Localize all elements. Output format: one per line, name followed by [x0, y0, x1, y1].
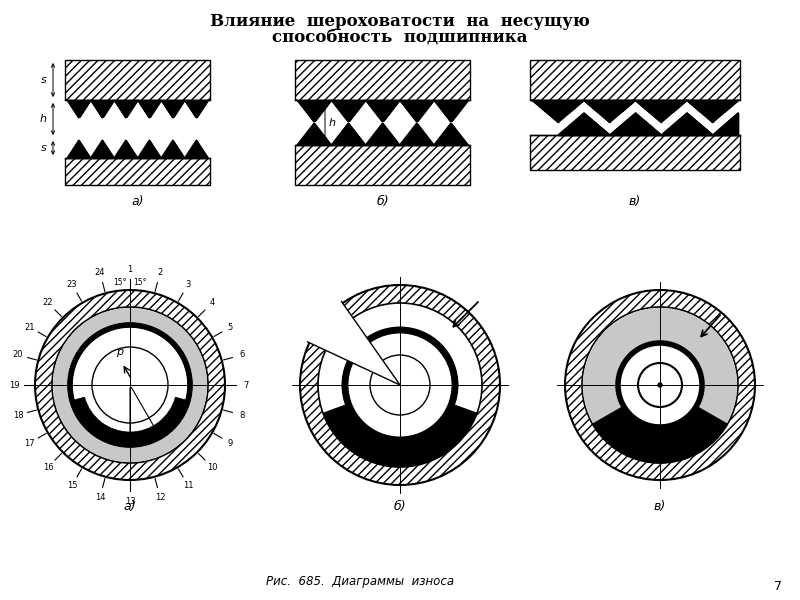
Bar	[65, 60, 210, 100]
Text: p: p	[117, 347, 123, 357]
Bar	[67, 118, 208, 140]
Text: 15°: 15°	[114, 278, 126, 287]
Text: 7: 7	[243, 380, 249, 389]
Text: 6: 6	[239, 350, 245, 359]
Text: 15°: 15°	[134, 278, 146, 287]
Bar	[530, 60, 740, 100]
Bar	[530, 135, 740, 170]
Text: 30°: 30°	[142, 425, 157, 433]
Text: h: h	[329, 118, 336, 128]
Circle shape	[345, 330, 455, 440]
Circle shape	[35, 290, 225, 480]
Text: 4: 4	[210, 298, 214, 307]
Circle shape	[582, 307, 738, 463]
Text: 22: 22	[42, 298, 54, 307]
Circle shape	[52, 307, 208, 463]
Text: Рис.  685.  Диаграммы  износа: Рис. 685. Диаграммы износа	[266, 575, 454, 589]
Text: в): в)	[654, 500, 666, 513]
Text: s: s	[42, 75, 47, 85]
Text: 16: 16	[42, 463, 54, 472]
Wedge shape	[71, 397, 189, 446]
Text: 2: 2	[158, 268, 162, 277]
Circle shape	[53, 308, 207, 462]
Bar	[295, 145, 470, 185]
Text: а): а)	[131, 195, 144, 208]
Text: 14: 14	[94, 493, 106, 502]
Text: h: h	[40, 114, 47, 124]
Circle shape	[658, 383, 662, 387]
Circle shape	[370, 355, 430, 415]
Circle shape	[618, 343, 702, 427]
Text: 18: 18	[13, 410, 23, 419]
Text: 15: 15	[66, 481, 78, 490]
Wedge shape	[323, 404, 477, 467]
Text: 30°: 30°	[142, 409, 157, 418]
Circle shape	[70, 325, 190, 445]
Text: 11: 11	[182, 481, 194, 490]
Text: 19: 19	[9, 380, 19, 389]
Circle shape	[583, 308, 737, 462]
Text: б): б)	[376, 195, 389, 208]
Wedge shape	[307, 301, 400, 385]
Text: 24: 24	[94, 268, 106, 277]
Text: 8: 8	[239, 410, 245, 419]
Wedge shape	[593, 407, 727, 463]
Text: 10: 10	[206, 463, 218, 472]
Circle shape	[318, 303, 482, 467]
Text: 23: 23	[66, 280, 78, 289]
Text: 20: 20	[13, 350, 23, 359]
Bar	[297, 122, 468, 123]
Text: 9: 9	[228, 439, 233, 448]
Text: 17: 17	[24, 439, 35, 448]
Circle shape	[565, 290, 755, 480]
Text: 12: 12	[154, 493, 166, 502]
Text: б): б)	[394, 500, 406, 513]
Text: s: s	[42, 143, 47, 153]
Text: 13: 13	[125, 497, 135, 505]
Text: 5: 5	[228, 323, 233, 331]
Text: в): в)	[629, 195, 641, 208]
Bar	[295, 60, 470, 100]
Text: способность  подшипника: способность подшипника	[272, 29, 528, 46]
Text: 21: 21	[24, 323, 34, 331]
Text: Влияние  шероховатости  на  несущую: Влияние шероховатости на несущую	[210, 13, 590, 31]
Bar	[532, 113, 738, 122]
Circle shape	[92, 347, 168, 423]
Text: 3: 3	[186, 280, 190, 289]
Circle shape	[638, 363, 682, 407]
Circle shape	[300, 285, 500, 485]
Text: а): а)	[124, 500, 136, 513]
Text: 7: 7	[774, 580, 782, 593]
Text: 1: 1	[127, 265, 133, 274]
Bar	[65, 158, 210, 185]
